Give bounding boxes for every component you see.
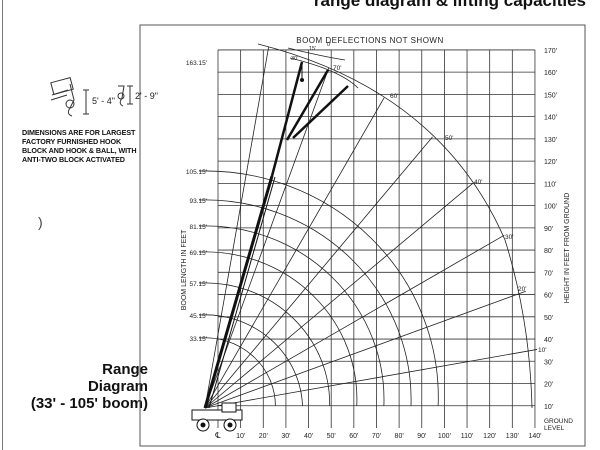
range-title-line: Diagram [87, 378, 148, 395]
boom-angle-label: 40' [474, 179, 482, 186]
boom-angle-line [204, 182, 474, 409]
page-title: range diagram & lifting capacities [313, 0, 586, 10]
jib-range-arc [287, 47, 346, 61]
radius-label: 20' [259, 433, 268, 440]
height-label: 150' [544, 92, 557, 99]
height-label: 110' [544, 181, 557, 188]
jib-30-offset [292, 85, 349, 139]
boom-angle-label: 30' [505, 234, 513, 241]
radius-label: 140' [528, 433, 541, 440]
radius-label: 40' [304, 433, 313, 440]
hook-block-note: DIMENSIONS ARE FOR LARGEST FACTORY FURNI… [22, 128, 137, 164]
radius-label: 80' [395, 433, 404, 440]
boom-length-label: 45.15' [189, 313, 207, 320]
jib-0-offset [270, 61, 304, 177]
boom-angle-line [204, 234, 505, 409]
boom-length-label: 69.15' [189, 250, 207, 257]
boom-length-label: 33.15' [189, 336, 207, 343]
main-boom-lattice [208, 176, 276, 409]
jib-offset-label: 15' [309, 46, 316, 52]
boom-angle-label: 20' [518, 286, 526, 293]
page-edge-rule [2, 0, 3, 450]
ground-label: GROUND [544, 418, 573, 425]
height-label: 70' [544, 270, 553, 277]
crane-vehicle-icon [191, 402, 243, 432]
boom-angle-line [204, 290, 526, 409]
radius-label: 10' [236, 433, 245, 440]
radius-label: 90' [417, 433, 426, 440]
height-label: 160' [544, 70, 557, 77]
boom-length-arc [198, 337, 276, 406]
height-label: 10' [544, 404, 553, 411]
hook-ball-icon [118, 85, 125, 107]
diagram-header: BOOM DEFLECTIONS NOT SHOWN [296, 36, 444, 45]
left-axis-title: BOOM LENGTH IN FEET [181, 229, 188, 310]
height-label: 60' [544, 293, 553, 300]
height-label: 30' [544, 359, 553, 366]
boom-angle-line [204, 97, 385, 409]
ground-label: LEVEL [544, 425, 565, 432]
radius-label: 50' [327, 433, 336, 440]
range-title-line: Range [102, 361, 148, 378]
boom-length-label: 93.15' [189, 198, 207, 205]
radius-label: 130' [506, 433, 519, 440]
radius-label: 110' [461, 433, 474, 440]
height-label: 40' [544, 337, 553, 344]
hook-ball-dimension: 2' - 9" [135, 91, 158, 101]
height-label: 50' [544, 315, 553, 322]
centerline-label: ℄ [214, 431, 221, 440]
stray-mark: ) [38, 214, 43, 230]
boom-angle-line [204, 136, 433, 409]
height-label: 90' [544, 226, 553, 233]
boom-length-label: 81.15' [189, 224, 207, 231]
boom-length-arc [198, 170, 439, 406]
boom-length-arc [198, 251, 358, 406]
boom-length-label: 163.15' [186, 60, 207, 67]
jib-range-arc [289, 57, 359, 89]
boom-length-arc [198, 282, 331, 406]
boom-length-label: 57.15' [189, 281, 207, 288]
boom-angle-line [204, 46, 270, 409]
hook-block-dimension: 5' - 4" [92, 96, 115, 106]
boom-length-arc [198, 314, 303, 406]
radius-label: 120' [483, 433, 496, 440]
height-label: 20' [544, 382, 553, 389]
boom-length-label: 105.15' [186, 169, 207, 176]
radius-label: 70' [372, 433, 381, 440]
radius-label: 30' [281, 433, 290, 440]
height-label: 170' [544, 48, 557, 55]
right-axis-title: HEIGHT IN FEET FROM GROUND [564, 193, 571, 304]
range-diagram-title: Range Diagram (33' - 105' boom) [31, 361, 148, 412]
diagram-frame [139, 24, 586, 447]
jib-offset-label: 30' [291, 56, 298, 62]
hook-icon [67, 107, 73, 117]
jib-range-arc [257, 43, 533, 409]
boom-angle-label: 60' [390, 93, 398, 100]
main-boom [203, 175, 274, 409]
height-label: 80' [544, 248, 553, 255]
jib-offset-label: 0' [327, 42, 331, 48]
height-label: 130' [544, 137, 557, 144]
height-label: 100' [544, 204, 557, 211]
boom-length-arc [198, 225, 385, 406]
boom-angle-line [204, 349, 538, 409]
range-title-line: (33' - 105' boom) [30, 395, 148, 412]
boom-angle-label: 70' [333, 65, 341, 72]
height-label: 120' [544, 159, 557, 166]
hook-icon [300, 78, 304, 82]
height-label: 140' [544, 115, 557, 122]
radius-label: 60' [349, 433, 358, 440]
boom-angle-label: 10' [538, 347, 546, 354]
radius-label: 100' [438, 433, 451, 440]
jib-15-offset [285, 69, 330, 141]
boom-length-arc [198, 199, 412, 406]
boom-angle-label: 50' [445, 135, 453, 142]
